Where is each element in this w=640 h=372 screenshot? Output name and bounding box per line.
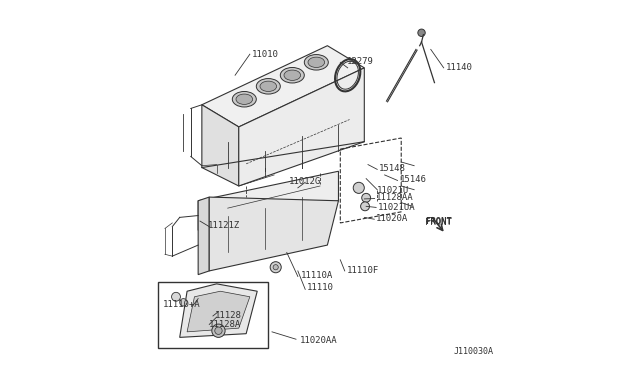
Text: 11128A: 11128A [209, 320, 241, 329]
Text: 11128: 11128 [215, 311, 242, 320]
Text: 15146: 15146 [399, 175, 426, 184]
Ellipse shape [232, 92, 256, 107]
Polygon shape [202, 46, 364, 127]
Text: 11128AA: 11128AA [376, 193, 413, 202]
Text: FRONT: FRONT [425, 218, 452, 227]
Text: 11110F: 11110F [347, 266, 379, 275]
Ellipse shape [260, 81, 276, 92]
Polygon shape [239, 68, 364, 186]
Text: 11010: 11010 [252, 50, 278, 59]
Polygon shape [180, 284, 257, 337]
Ellipse shape [280, 67, 304, 83]
Circle shape [362, 193, 371, 202]
Circle shape [270, 262, 281, 273]
Text: 11012G: 11012G [289, 177, 321, 186]
FancyBboxPatch shape [157, 282, 268, 349]
Circle shape [212, 324, 225, 337]
Circle shape [215, 327, 222, 334]
Ellipse shape [256, 78, 280, 94]
Polygon shape [198, 197, 209, 275]
Text: 11020A: 11020A [376, 214, 408, 223]
Ellipse shape [308, 57, 324, 67]
Ellipse shape [236, 94, 253, 105]
Text: 12279: 12279 [347, 57, 374, 66]
Circle shape [180, 299, 187, 306]
Text: 11021UA: 11021UA [378, 203, 416, 212]
Text: 11020AA: 11020AA [300, 336, 337, 345]
Circle shape [418, 29, 425, 36]
Polygon shape [209, 197, 339, 271]
Text: 11021U: 11021U [377, 186, 410, 195]
Polygon shape [198, 171, 339, 230]
Circle shape [360, 202, 369, 211]
Ellipse shape [284, 70, 301, 80]
Circle shape [172, 292, 180, 301]
Text: 11140: 11140 [446, 62, 473, 72]
Text: 15148: 15148 [379, 164, 406, 173]
Circle shape [273, 264, 278, 270]
Circle shape [353, 182, 364, 193]
Text: 11121Z: 11121Z [207, 221, 239, 230]
Text: 11110+A: 11110+A [163, 300, 201, 310]
Text: 11110A: 11110A [301, 271, 333, 280]
Polygon shape [202, 105, 239, 186]
Text: J110030A: J110030A [454, 347, 493, 356]
Polygon shape [187, 291, 250, 332]
Ellipse shape [304, 55, 328, 70]
Text: 11110: 11110 [307, 283, 334, 292]
Text: FRONT: FRONT [425, 217, 452, 225]
